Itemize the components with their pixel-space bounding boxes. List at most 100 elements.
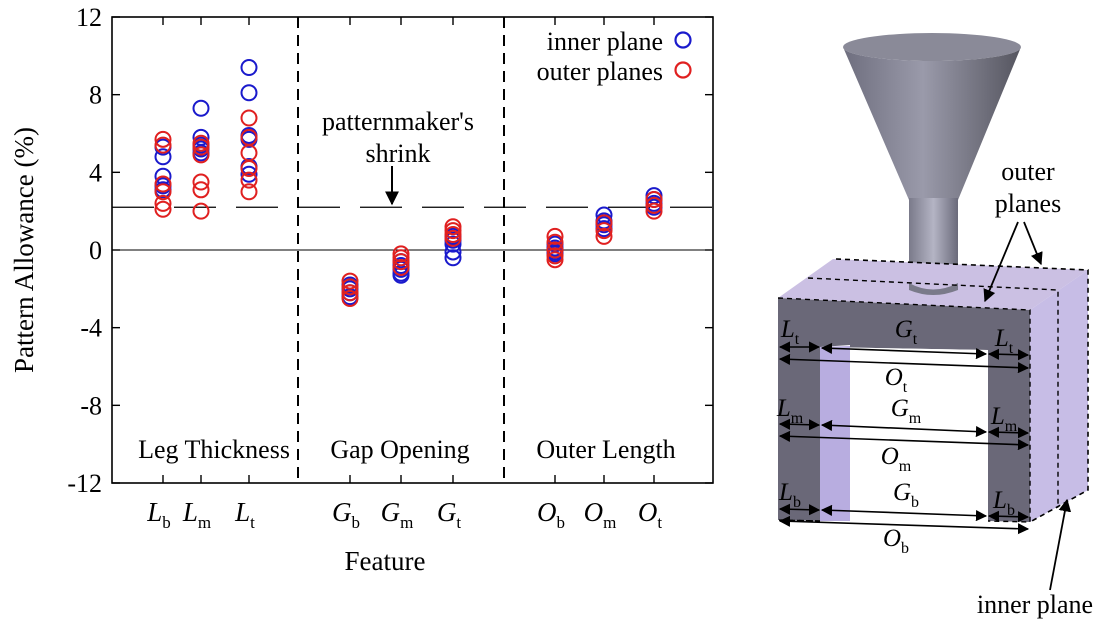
y-tick-label: 12 [76,3,102,32]
dim-label-gt: Gt [895,316,918,348]
outer-planes-point [192,173,210,191]
outer-planes-point [192,146,210,164]
dim-line-om [778,430,1030,451]
dim-line-ob [778,515,1030,535]
outer-planes-point [392,258,410,276]
dim-label-gm: Gm [891,395,922,427]
block-right-face [1030,270,1088,522]
y-tick-label: 4 [89,158,102,187]
outer-planes-point [546,241,564,259]
x-tick-label: Gm [381,497,414,532]
dim-label-lb: Lb [778,479,801,511]
dim-label-lm: Lm [990,403,1018,435]
inner-plane-point [192,99,210,117]
inner-plane-pointer [1049,498,1072,591]
dimension-lines [778,341,1030,535]
dim-line-gb [820,504,988,522]
outer-planes-point [192,138,210,156]
inner-plane-point [240,165,258,183]
x-tick-label: Gt [437,497,462,532]
y-tick-label: 0 [89,236,102,265]
front-plane-outline [777,297,1031,523]
chart-base: 12 8 4 0 -4 -8 -12 Lb Lm Lt Gb Gm Gt Ob Om Ot [67,3,714,532]
part-diagram: Lt Gt Lt Ot Lm Gm Lm Om Lb Gb Lb Ob outer planes in… [776,33,1093,619]
outer-planes-point [341,278,359,296]
block-inner-left-wall [820,346,850,521]
inner-plane-point [444,235,462,253]
dim-line-gt [820,342,988,360]
dim-label-ob: Ob [883,525,909,557]
label-inner-plane: inner plane [977,590,1093,619]
y-tick-label: -8 [80,391,102,420]
x-tick-label: Lt [234,497,255,532]
outer-planes-point [192,181,210,199]
y-tick-label: -4 [80,314,102,343]
outer-planes-point [240,159,258,177]
y-tick-label: -12 [67,469,102,498]
group-label-leg-thickness: Leg Thickness [138,435,290,464]
outer-planes-point [240,183,258,201]
outer-planes-point [154,194,172,212]
x-tick-label: Ot [638,497,663,532]
outer-planes-point [546,227,564,245]
inner-plane-point [392,266,410,284]
outer-planes-point [154,200,172,218]
inner-plane-point [444,249,462,267]
outer-planes-point [595,222,613,240]
dim-label-gb: Gb [893,479,919,511]
inner-plane-point [444,243,462,261]
legend-label-outer-planes: outer planes [537,57,663,86]
funnel-stem-base [909,283,958,295]
dim-label-lt: Lt [994,325,1014,357]
group-label-gap-opening: Gap Opening [330,435,469,464]
inner-plane-point [154,148,172,166]
chart-points [154,58,663,308]
x-tick-label: Ob [537,497,565,532]
outer-planes-point [645,202,663,220]
dim-label-lt: Lt [780,316,800,348]
annotation-line-1: patternmaker's [322,107,474,136]
scatter-chart: 12 8 4 0 -4 -8 -12 Lb Lm Lt Gb Gm Gt Ob Om Ot Pattern A… [9,3,714,576]
outer-planes-point [444,229,462,247]
outer-planes-point [341,290,359,308]
outer-planes-point [392,253,410,271]
x-tick-label: Lb [146,497,171,532]
dim-label-ot: Ot [885,364,908,396]
outer-planes-point [154,130,172,148]
inner-plane-point [240,58,258,76]
dimension-labels: Lt Gt Lt Ot Lm Gm Lm Om Lb Gb Lb Ob [776,316,1018,557]
outer-planes-pointer-1 [983,221,1019,303]
inner-plane-point [240,84,258,102]
funnel-cone [843,47,1021,200]
y-tick-label: 8 [89,81,102,110]
legend: inner plane outer planes [537,27,692,86]
block-top-face [778,259,1088,310]
outer-planes-point [546,233,564,251]
outer-planes-point [341,272,359,290]
outer-planes-point [154,175,172,193]
x-tick-label: Gb [332,497,360,532]
outer-planes-point [645,196,663,214]
dim-line-lm-left [778,418,821,431]
dim-label-om: Om [881,443,912,475]
outer-planes-point [154,183,172,201]
label-outer-planes-2: planes [995,189,1061,218]
outer-planes-point [645,191,663,209]
y-axis-label: Pattern Allowance (%) [9,127,39,373]
outer-planes-pointer-2 [1023,221,1043,266]
outer-planes-point [240,109,258,127]
outer-planes-point [595,227,613,245]
legend-marker-inner-plane [674,31,692,49]
x-tick-label: Om [584,497,617,532]
outer-planes-point [546,251,564,269]
annotation-line-2: shrink [366,139,431,168]
outer-planes-point [154,136,172,154]
dim-label-lm: Lm [776,395,804,427]
label-outer-planes-1: outer [1001,157,1055,186]
dim-line-lb-left [778,503,821,516]
x-axis-label: Feature [345,546,426,576]
outer-planes-point [240,171,258,189]
group-label-outer-length: Outer Length [536,435,675,464]
dim-label-lb: Lb [992,487,1015,519]
